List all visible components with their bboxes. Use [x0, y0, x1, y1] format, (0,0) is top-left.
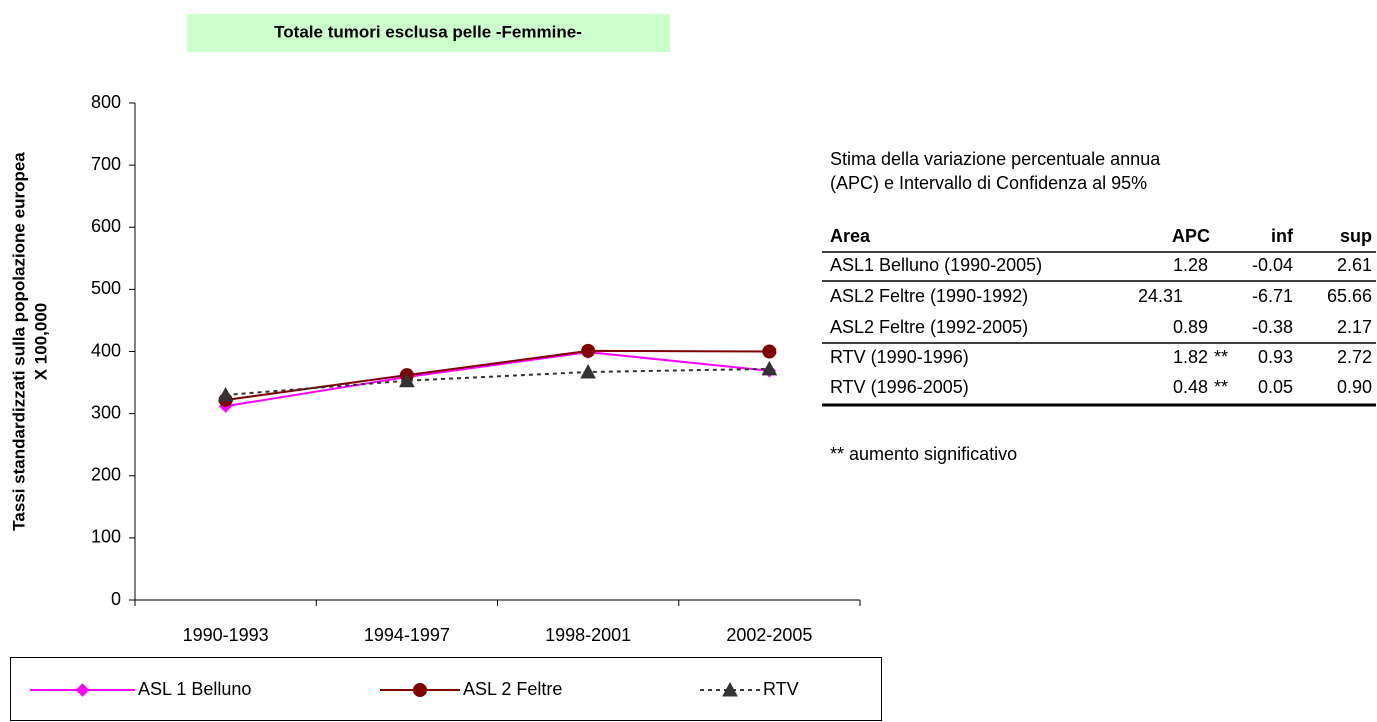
table-cell: -6.71 — [1252, 286, 1293, 306]
table-cell: RTV (1996-2005) — [830, 377, 969, 397]
marker — [581, 343, 596, 358]
legend-box — [10, 657, 882, 721]
legend-marker — [75, 683, 90, 697]
y-tick-label: 600 — [91, 216, 121, 236]
legend-label: RTV — [763, 679, 799, 699]
table-cell: 2.72 — [1337, 347, 1372, 367]
y-tick-label: 0 — [111, 589, 121, 609]
info-text: Stima della variazione percentuale annua — [830, 149, 1161, 169]
table-cell: 2.61 — [1337, 255, 1372, 275]
y-tick-label: 100 — [91, 527, 121, 547]
table-cell: 1.28 — [1173, 255, 1208, 275]
table-cell: ASL2 Feltre (1992-2005) — [830, 317, 1028, 337]
table-cell: 24.31 — [1138, 286, 1183, 306]
chart-title: Totale tumori esclusa pelle -Femmine- — [274, 22, 582, 41]
table-cell: 0.48 — [1173, 377, 1208, 397]
table-cell: -0.38 — [1252, 317, 1293, 337]
y-tick-label: 300 — [91, 402, 121, 422]
info-text: (APC) e Intervallo di Confidenza al 95% — [830, 173, 1147, 193]
y-tick-label: 800 — [91, 92, 121, 112]
y-tick-label: 700 — [91, 154, 121, 174]
x-tick-label: 1994-1997 — [364, 625, 450, 645]
y-tick-label: 200 — [91, 465, 121, 485]
x-tick-label: 2002-2005 — [726, 625, 812, 645]
marker — [762, 344, 777, 359]
x-tick-label: 1990-1993 — [183, 625, 269, 645]
legend-label: ASL 2 Feltre — [463, 679, 562, 699]
y-tick-label: 500 — [91, 278, 121, 298]
table-cell: 1.82 — [1173, 347, 1208, 367]
series-line — [225, 351, 770, 408]
table-header: APC — [1172, 226, 1210, 246]
table-cell: 0.90 — [1337, 377, 1372, 397]
note: ** aumento significativo — [830, 444, 1017, 464]
series-line — [225, 367, 770, 396]
table-header: Area — [830, 226, 871, 246]
legend-label: ASL 1 Belluno — [138, 679, 251, 699]
table-cell: 0.05 — [1258, 377, 1293, 397]
table-cell: 0.89 — [1173, 317, 1208, 337]
y-axis-title: X 100,000 — [31, 303, 50, 381]
x-tick-label: 1998-2001 — [545, 625, 631, 645]
y-tick-label: 400 — [91, 340, 121, 360]
marker — [399, 372, 415, 388]
legend-marker — [722, 681, 738, 697]
table-cell: ** — [1214, 347, 1228, 367]
table-cell: ** — [1214, 377, 1228, 397]
table-cell: ASL1 Belluno (1990-2005) — [830, 255, 1042, 275]
marker — [761, 360, 778, 376]
table-cell: 0.93 — [1258, 347, 1293, 367]
table-cell: ASL2 Feltre (1990-1992) — [830, 286, 1028, 306]
table-cell: -0.04 — [1252, 255, 1293, 275]
table-cell: 65.66 — [1327, 286, 1372, 306]
table-header: inf — [1271, 226, 1294, 246]
title-box — [187, 14, 670, 52]
y-axis-title: Tassi standardizzati sulla popolazione e… — [9, 152, 28, 531]
table-cell: RTV (1990-1996) — [830, 347, 969, 367]
marker — [580, 363, 596, 379]
table-header: sup — [1340, 226, 1372, 246]
marker — [217, 386, 234, 402]
legend-marker — [413, 683, 427, 697]
table-cell: 2.17 — [1337, 317, 1372, 337]
